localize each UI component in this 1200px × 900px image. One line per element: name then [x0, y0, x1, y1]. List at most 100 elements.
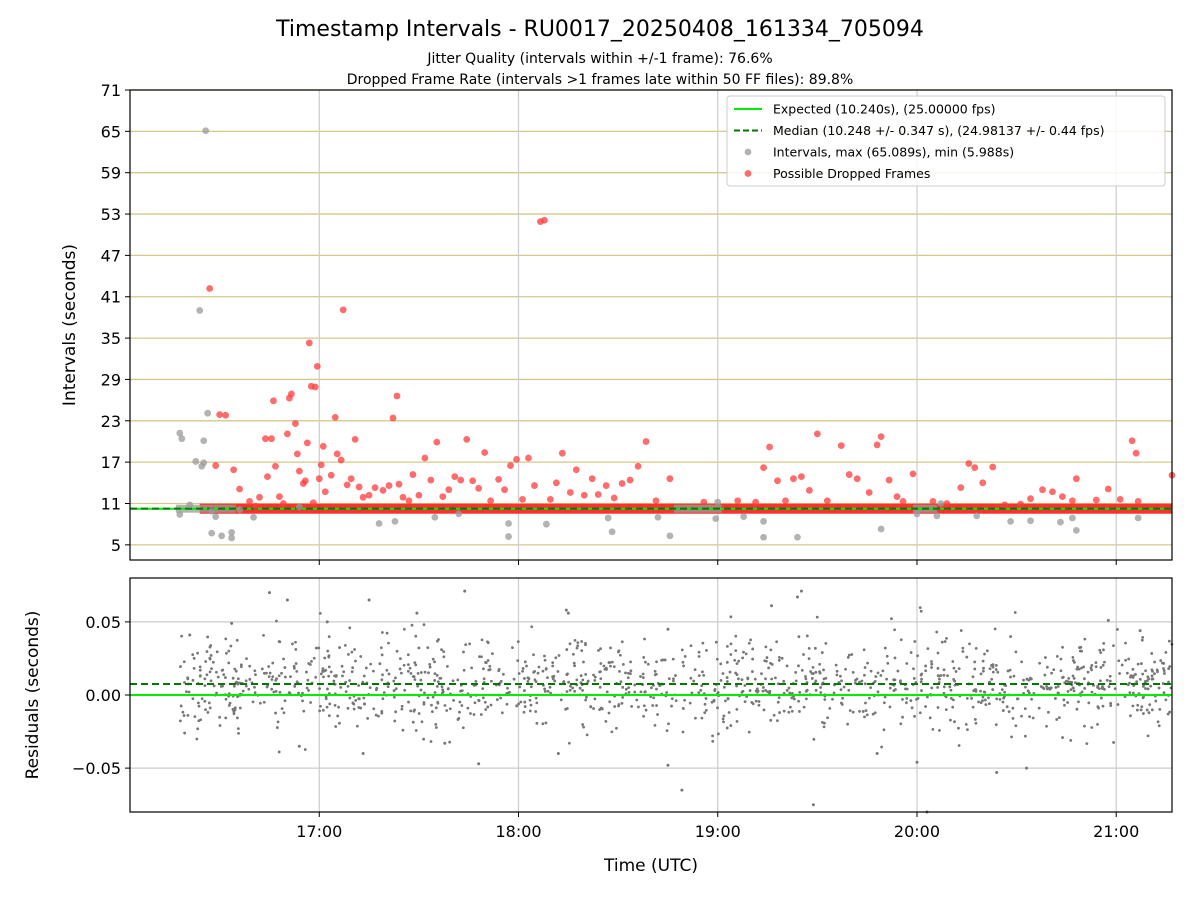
residual-point	[604, 719, 608, 723]
residual-point	[860, 679, 864, 683]
residual-point	[1116, 703, 1120, 706]
dropped-frame-point	[393, 392, 401, 400]
residual-point	[957, 726, 960, 730]
dropped-frame-point	[766, 443, 773, 451]
residual-point	[724, 699, 727, 703]
residual-point	[535, 701, 539, 705]
residual-point	[460, 704, 464, 707]
residual-point	[642, 655, 646, 659]
residual-point	[1128, 691, 1132, 695]
residual-point	[610, 660, 614, 664]
residual-point	[1069, 688, 1073, 692]
residual-point	[305, 670, 308, 674]
residual-point	[295, 669, 299, 673]
residual-point	[633, 683, 637, 687]
residual-point	[861, 710, 865, 713]
legend-intervals-label: Intervals, max (65.089s), min (5.988s)	[773, 145, 1014, 160]
residual-outlier-point	[285, 598, 289, 602]
dropped-frame-point	[301, 477, 309, 485]
residual-point	[352, 702, 356, 706]
dropped-frame-point	[979, 479, 987, 487]
residual-point	[354, 659, 357, 663]
dropped-frame-point	[1132, 449, 1140, 457]
residual-point	[446, 687, 450, 691]
residual-point	[905, 687, 909, 691]
residual-point	[244, 684, 248, 688]
residual-point	[646, 662, 650, 666]
residual-point	[523, 677, 526, 680]
residual-point	[930, 666, 933, 669]
residual-point	[302, 709, 306, 713]
residual-point	[245, 657, 248, 661]
residual-point	[729, 642, 733, 646]
residual-point	[701, 641, 705, 645]
residual-point	[294, 662, 298, 665]
residual-point	[1077, 667, 1081, 671]
residual-point	[748, 689, 752, 692]
dropped-frame-point	[291, 420, 299, 427]
residual-point	[430, 703, 433, 707]
residual-point	[448, 707, 452, 711]
intervals-marks	[130, 127, 1176, 542]
residual-point	[672, 679, 675, 683]
dropped-frame-point	[531, 482, 538, 489]
residual-point	[236, 727, 240, 731]
residual-point	[409, 709, 413, 713]
residual-point	[218, 724, 222, 727]
residual-point	[704, 708, 708, 712]
residual-point	[789, 705, 792, 709]
x-tick-label: 21:00	[1093, 822, 1139, 841]
interval-point	[192, 458, 200, 465]
residual-point	[473, 701, 477, 705]
residual-point	[952, 678, 956, 681]
interval-point	[391, 518, 399, 525]
residual-point	[727, 711, 731, 714]
dropped-frame-point	[280, 500, 287, 507]
residual-point	[434, 706, 438, 710]
interval-point	[913, 510, 921, 518]
dropped-frame-point	[457, 476, 465, 484]
residual-point	[582, 660, 585, 664]
residual-point	[408, 666, 412, 670]
residual-point	[227, 661, 231, 665]
residual-point	[755, 690, 759, 694]
residual-point	[862, 648, 866, 652]
residual-point	[742, 650, 745, 654]
residual-point	[670, 697, 674, 701]
residual-point	[735, 684, 738, 688]
residual-point	[1168, 710, 1172, 714]
dropped-frame-point	[339, 306, 347, 314]
residual-point	[380, 678, 384, 682]
dropped-frame-point	[270, 397, 277, 405]
residual-point	[571, 652, 575, 656]
residual-point	[537, 665, 541, 669]
residual-point	[915, 697, 918, 701]
residual-point	[1072, 660, 1076, 664]
residual-point	[712, 699, 716, 703]
residual-point	[523, 660, 527, 664]
residual-point	[459, 689, 462, 693]
residual-point	[324, 668, 328, 672]
interval-point	[196, 307, 204, 314]
residual-point	[543, 687, 547, 691]
residual-point	[671, 657, 675, 661]
residual-point	[205, 673, 209, 677]
intervals-y-tick-label: 17	[101, 453, 121, 472]
residual-point	[571, 686, 575, 690]
residual-point	[780, 656, 784, 660]
residual-point	[203, 684, 207, 688]
residual-point	[580, 649, 584, 653]
residual-point	[355, 724, 359, 728]
residual-point	[414, 663, 418, 667]
residual-point	[637, 705, 640, 709]
residual-point	[310, 659, 313, 663]
residual-point	[938, 677, 941, 681]
residual-point	[612, 665, 616, 668]
residual-point	[429, 740, 433, 743]
residual-point	[488, 664, 492, 668]
dropped-frame-point	[873, 441, 881, 449]
residual-point	[1015, 697, 1019, 701]
residual-point	[462, 668, 466, 672]
residual-point	[1117, 659, 1121, 663]
